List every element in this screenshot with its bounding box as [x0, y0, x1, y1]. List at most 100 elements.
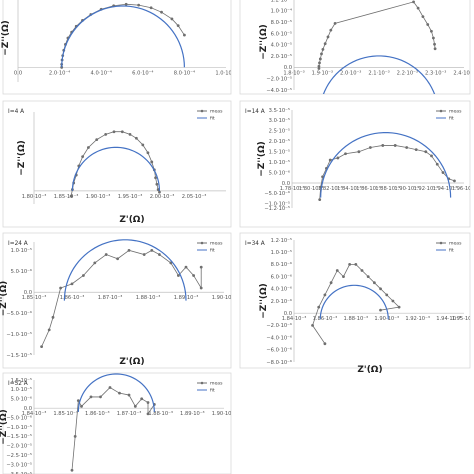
- x-tick-label: 8.0·10⁻⁴: [174, 70, 195, 76]
- data-point-meas: [318, 57, 322, 61]
- data-point-meas: [320, 52, 323, 56]
- x-axis-label: Z'(Ω): [357, 365, 382, 375]
- y-axis-label: −Z''(Ω): [1, 20, 11, 55]
- panel-title: I=34 A: [245, 241, 265, 247]
- data-point-meas: [368, 146, 372, 149]
- chart-panel-6: 1.84·10⁻³ 1.86·10⁻³ 1.88·10⁻³ 1.90·10⁻³ 1.92…: [239, 232, 471, 369]
- y-tick-label: −1.5·10⁻⁵: [6, 434, 32, 440]
- chart-panel-1: 0.0 2.0·10⁻⁴ 4.0·10⁻⁴ 6.0·10⁻⁴ 8.0·10⁻⁴ 1.0·1…: [1, 0, 236, 95]
- y-tick-label: 1.0·10⁻⁴: [271, 9, 292, 15]
- data-point-meas: [381, 144, 385, 147]
- y-tick-label: 5.0·10⁻⁶: [11, 397, 32, 403]
- legend-label-meas: meas: [210, 382, 223, 387]
- chart-panel-4: 1.78·10⁻³1.80·10⁻³1.82·10⁻³1.84·10⁻³1.86…: [239, 100, 474, 228]
- x-tick-label: 2.3·10⁻³: [425, 70, 446, 76]
- y-tick-label: 5.0·10⁻⁶: [269, 170, 290, 176]
- data-point-meas: [336, 156, 340, 160]
- x-tick-label: 1.85·10⁻³: [22, 295, 47, 301]
- data-point-meas: [177, 274, 180, 277]
- data-point-meas: [333, 21, 337, 25]
- data-point-meas: [155, 182, 159, 186]
- x-tick-label: 1.86·10⁻³: [85, 411, 110, 417]
- y-tick-label: −5.0·10⁻⁶: [264, 191, 290, 197]
- panel-title: I=4 A: [8, 109, 24, 115]
- data-point-meas: [435, 162, 439, 166]
- data-point-meas: [317, 67, 321, 70]
- legend-marker-meas: [200, 241, 204, 245]
- data-point-meas: [59, 286, 62, 290]
- data-point-meas: [149, 6, 153, 10]
- panel-title: I=52 A: [8, 381, 28, 387]
- data-point-meas: [112, 130, 116, 134]
- x-tick-label: 1.87·10⁻³: [98, 295, 123, 301]
- data-point-meas: [81, 155, 85, 159]
- x-tick-label: 1.90·10⁻³: [212, 411, 237, 417]
- y-tick-label: 0.0: [24, 406, 32, 412]
- data-point-meas: [348, 263, 352, 266]
- y-tick-label: 2.5·10⁻⁵: [269, 129, 290, 135]
- y-tick-label: 1.0·10⁻⁵: [269, 160, 290, 166]
- data-point-meas: [311, 324, 314, 327]
- x-tick-label: 1.0·10⁻³: [215, 70, 236, 76]
- y-tick-label: 1.5·10⁻⁵: [11, 378, 32, 384]
- x-tick-label: 1.96·10⁻³: [452, 186, 474, 192]
- x-tick-label: 1.94·10⁻³: [433, 186, 458, 192]
- y-tick-label: −2.5·10⁻⁵: [6, 453, 32, 459]
- legend-marker-meas: [439, 241, 443, 245]
- data-point-meas: [60, 65, 64, 69]
- x-tick-label: 4.0·10⁻⁴: [91, 70, 112, 76]
- data-point-meas: [150, 248, 154, 252]
- data-point-meas: [40, 345, 43, 349]
- x-tick-label: 1.84·10⁻³: [22, 411, 47, 417]
- y-tick-label: −6.0·10⁻⁶: [266, 348, 292, 354]
- y-tick-label: 6.0·10⁻⁶: [271, 274, 292, 280]
- data-point-meas: [160, 10, 163, 14]
- data-point-meas: [453, 179, 456, 183]
- y-tick-label: 2.0·10⁻⁵: [271, 54, 292, 60]
- legend-label-meas: meas: [210, 242, 223, 247]
- data-point-meas: [357, 150, 361, 154]
- y-axis-label: −Z''(Ω): [0, 409, 9, 444]
- data-point-meas: [176, 24, 180, 28]
- data-point-meas: [127, 248, 131, 252]
- x-tick-label: 2.2·10⁻³: [397, 70, 418, 76]
- data-point-meas: [430, 29, 433, 33]
- data-point-meas: [317, 305, 321, 309]
- x-tick-label: 1.94·10⁻³: [436, 316, 461, 322]
- data-point-meas: [146, 151, 150, 155]
- x-tick-label: 1.85·10⁻³: [54, 194, 79, 200]
- data-point-meas: [318, 198, 322, 202]
- data-point-meas: [328, 158, 332, 162]
- y-tick-label: 4.0·10⁻⁶: [271, 287, 292, 293]
- data-point-meas: [137, 3, 141, 7]
- data-point-meas: [397, 305, 401, 309]
- data-point-meas: [99, 395, 102, 399]
- legend-marker-meas: [200, 381, 204, 385]
- panel-frame: [239, 232, 471, 369]
- y-tick-label: 1.2·10⁻⁵: [271, 238, 292, 244]
- data-point-meas: [323, 342, 327, 346]
- data-point-meas: [393, 144, 397, 147]
- y-tick-label: −1.0·10⁻⁵: [264, 202, 290, 208]
- data-point-meas: [89, 395, 93, 399]
- y-tick-label: 2.0·10⁻⁵: [269, 139, 290, 145]
- x-tick-label: 1.90·10⁻³: [374, 316, 399, 322]
- y-tick-label: −5.0·10⁻⁶: [6, 415, 32, 421]
- data-point-meas: [424, 150, 428, 154]
- x-tick-label: 1.90·10⁻³: [212, 295, 237, 301]
- y-tick-label: 3.0·10⁻⁵: [269, 118, 290, 124]
- legend-marker-meas: [200, 109, 204, 113]
- y-axis-label: −Z''(Ω): [259, 24, 269, 59]
- x-tick-label: 1.90·10⁻³: [86, 194, 111, 200]
- x-tick-label: 1.86·10⁻³: [356, 186, 381, 192]
- data-point-meas: [135, 136, 138, 140]
- y-axis-label: −Z''(Ω): [17, 140, 27, 175]
- data-point-meas: [385, 293, 389, 297]
- x-tick-label: 1.92·10⁻³: [413, 186, 438, 192]
- data-point-meas: [329, 281, 333, 285]
- panel-frame: [239, 0, 471, 95]
- data-point-meas: [433, 42, 436, 46]
- panel-frame: [2, 372, 232, 474]
- x-tick-label: 1.8·10⁻³: [283, 70, 304, 76]
